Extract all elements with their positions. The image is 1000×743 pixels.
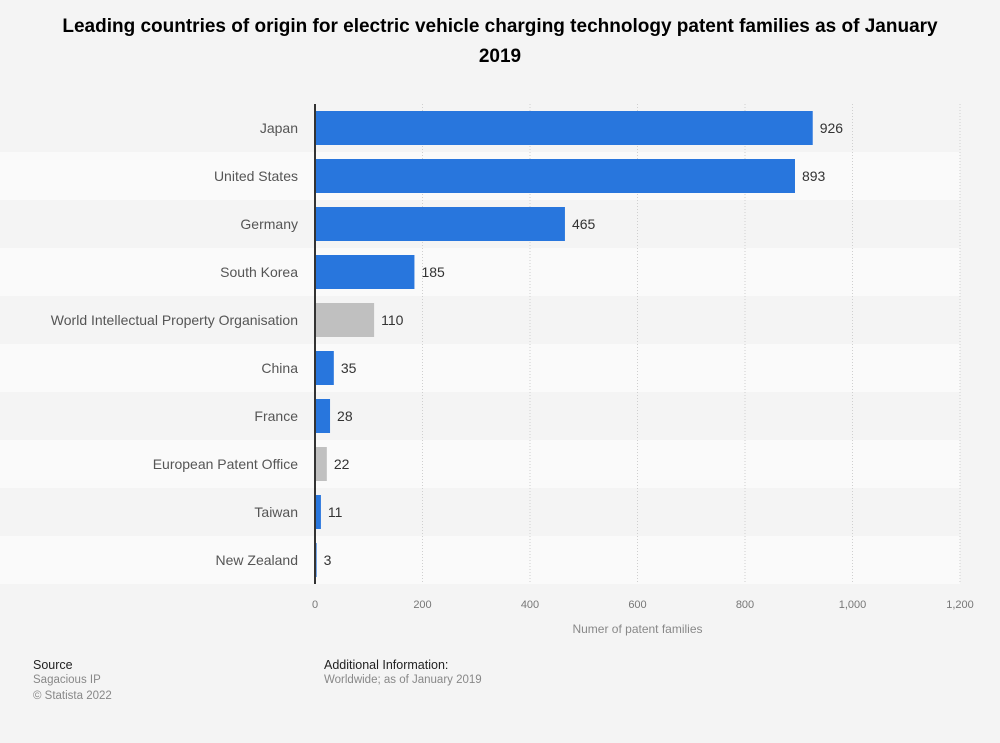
data-label: 22 — [334, 456, 350, 472]
source-block: Source Sagacious IP © Statista 2022 — [33, 658, 112, 704]
category-label: South Korea — [220, 264, 298, 280]
row-band — [0, 536, 960, 584]
x-tick-label: 400 — [521, 599, 539, 611]
bar-japan — [315, 111, 813, 145]
x-axis-title: Numer of patent families — [572, 622, 702, 636]
row-band — [0, 440, 960, 488]
data-label: 926 — [820, 120, 844, 136]
bar-south-korea — [315, 255, 414, 289]
additional-info-text: Worldwide; as of January 2019 — [324, 672, 482, 688]
data-label: 28 — [337, 408, 353, 424]
x-tick-label: 1,200 — [946, 599, 974, 611]
x-tick-label: 600 — [628, 599, 646, 611]
category-label: China — [261, 360, 298, 376]
data-label: 893 — [802, 168, 826, 184]
row-band — [0, 248, 960, 296]
x-tick-label: 200 — [413, 599, 431, 611]
category-label: France — [254, 408, 298, 424]
category-label: European Patent Office — [153, 456, 298, 472]
x-tick-label: 800 — [736, 599, 754, 611]
x-tick-label: 0 — [312, 599, 318, 611]
data-label: 35 — [341, 360, 357, 376]
source-label: Source — [33, 658, 112, 672]
bar-united-states — [315, 159, 795, 193]
category-label: New Zealand — [216, 552, 299, 568]
additional-info-label: Additional Information: — [324, 658, 482, 672]
category-label: Japan — [260, 120, 298, 136]
bar-germany — [315, 207, 565, 241]
copyright: © Statista 2022 — [33, 688, 112, 704]
source-line[interactable]: Sagacious IP — [33, 672, 112, 688]
data-label: 110 — [381, 312, 404, 328]
bar-world-intellectual-property-organisation — [315, 303, 374, 337]
data-label: 465 — [572, 216, 596, 232]
row-band — [0, 344, 960, 392]
data-label: 11 — [328, 504, 343, 520]
row-band — [0, 488, 960, 536]
bar-china — [315, 351, 334, 385]
data-label: 185 — [421, 264, 445, 280]
additional-info-block: Additional Information: Worldwide; as of… — [324, 658, 482, 688]
x-tick-label: 1,000 — [839, 599, 867, 611]
data-label: 3 — [324, 552, 332, 568]
category-label: World Intellectual Property Organisation — [51, 312, 298, 328]
bar-european-patent-office — [315, 447, 327, 481]
row-band — [0, 392, 960, 440]
category-label: Taiwan — [254, 504, 298, 520]
category-label: Germany — [240, 216, 298, 232]
bar-france — [315, 399, 330, 433]
category-label: United States — [214, 168, 298, 184]
